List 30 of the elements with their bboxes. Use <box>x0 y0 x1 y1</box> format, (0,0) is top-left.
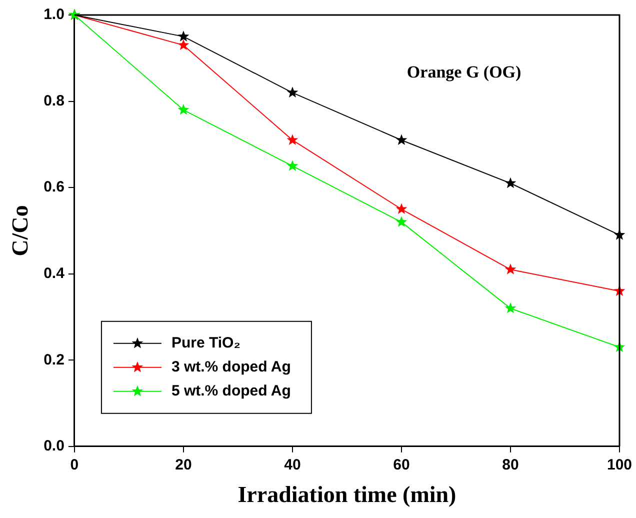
y-tick-label: 0.2 <box>44 351 64 368</box>
y-tick-label: 0.6 <box>44 178 64 196</box>
point <box>178 39 190 50</box>
x-tick-label: 40 <box>284 456 301 474</box>
point <box>178 104 190 115</box>
point <box>396 216 408 227</box>
legend-label: 5 wt.% doped Ag <box>171 382 291 400</box>
point <box>396 203 408 214</box>
x-axis-title: Irradiation time (min) <box>238 482 456 508</box>
point <box>504 264 516 274</box>
point <box>396 134 408 145</box>
point <box>178 30 190 42</box>
y-axis-title: C/Co <box>8 205 33 256</box>
x-tick-label: 20 <box>175 456 192 474</box>
x-tick-label: 100 <box>606 456 632 474</box>
y-tick-label: 0.0 <box>44 438 64 455</box>
x-tick-label: 0 <box>70 456 79 474</box>
x-tick-label: 60 <box>393 456 410 474</box>
point <box>504 177 516 188</box>
point <box>286 86 298 98</box>
point <box>286 160 298 171</box>
y-tick-label: 0.8 <box>44 92 64 110</box>
legend-label: Pure TiO₂ <box>171 334 240 352</box>
y-tick-label: 1.0 <box>44 6 64 24</box>
y-tick-label: 0.4 <box>44 264 66 282</box>
point <box>286 134 298 145</box>
annotation: Orange G (OG) <box>406 62 522 82</box>
x-tick-label: 80 <box>502 456 519 474</box>
legend-label: 3 wt.% doped Ag <box>171 358 291 376</box>
point <box>504 302 516 314</box>
